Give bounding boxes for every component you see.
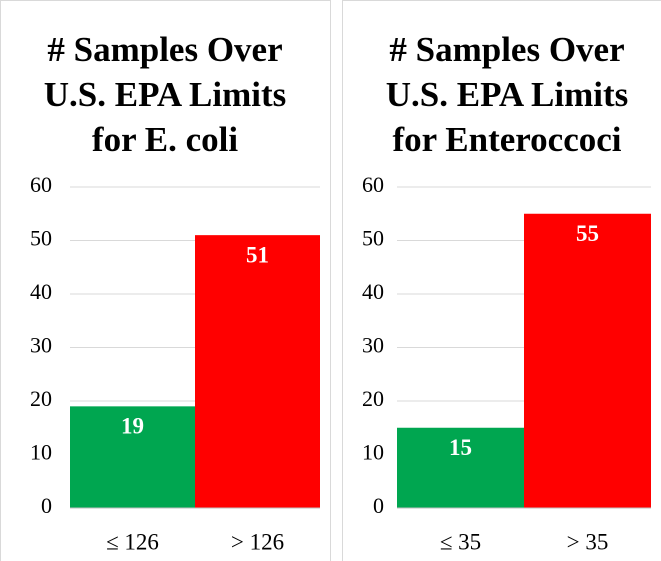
y-tick-label: 40	[30, 279, 52, 304]
chart-title: for Enteroccoci	[392, 120, 621, 159]
y-tick-label: 60	[30, 172, 52, 197]
y-tick-label: 10	[30, 440, 52, 465]
panel-border	[0, 0, 331, 561]
data-label: 51	[246, 242, 269, 267]
bar	[70, 406, 195, 508]
y-tick-label: 20	[30, 386, 52, 411]
panel-border	[342, 0, 661, 561]
chart-title: U.S. EPA Limits	[44, 75, 286, 114]
x-tick-label: > 126	[231, 529, 284, 554]
y-tick-label: 30	[30, 333, 52, 358]
y-tick-label: 30	[362, 333, 384, 358]
x-tick-label: ≤ 35	[440, 529, 481, 554]
chart-title: for E. coli	[92, 120, 238, 159]
y-tick-label: 50	[362, 226, 384, 251]
x-tick-label: > 35	[567, 529, 609, 554]
y-tick-label: 10	[362, 440, 384, 465]
bar	[195, 235, 320, 508]
y-tick-label: 0	[41, 493, 52, 518]
chart-title: # Samples Over	[389, 30, 624, 69]
y-tick-label: 50	[30, 226, 52, 251]
y-tick-label: 40	[362, 279, 384, 304]
chart-title: # Samples Over	[47, 30, 282, 69]
chart-title: U.S. EPA Limits	[386, 75, 628, 114]
bar	[524, 213, 651, 508]
data-label: 15	[449, 435, 472, 460]
y-tick-label: 0	[373, 493, 384, 518]
y-tick-label: 20	[362, 386, 384, 411]
bar	[397, 427, 524, 508]
x-tick-label: ≤ 126	[106, 529, 159, 554]
data-label: 19	[121, 414, 144, 439]
data-label: 55	[576, 221, 599, 246]
y-tick-label: 60	[362, 172, 384, 197]
